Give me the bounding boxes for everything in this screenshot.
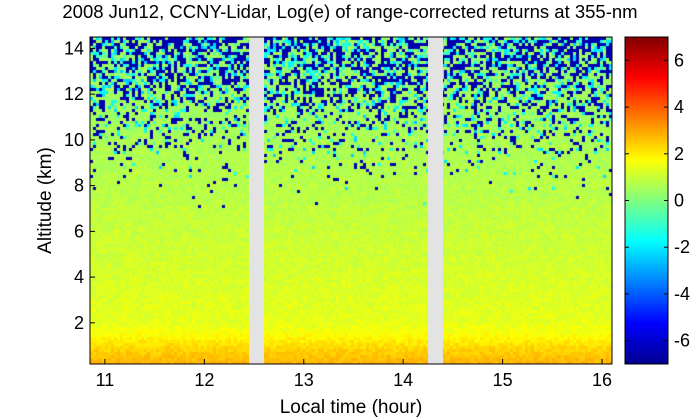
colorbar-tick-label: -2 xyxy=(674,237,690,257)
y-tick-label: 4 xyxy=(74,267,84,287)
y-axis: 2 4 6 8 10 12 14 xyxy=(64,38,95,333)
x-tick-label: 12 xyxy=(194,370,214,390)
x-tick-label: 11 xyxy=(96,370,115,390)
y-tick-label: 10 xyxy=(64,130,84,150)
colorbar-gradient xyxy=(624,36,669,365)
x-axis: 11 12 13 14 15 16 xyxy=(96,359,612,390)
heatmap-image xyxy=(90,37,612,364)
data-gap-1 xyxy=(249,37,264,364)
y-tick-label: 2 xyxy=(74,313,84,333)
y-tick-label: 14 xyxy=(64,38,84,58)
colorbar-tick-label: -4 xyxy=(674,284,690,304)
colorbar-tick-label: 2 xyxy=(674,144,684,164)
chart-title: 2008 Jun12, CCNY-Lidar, Log(e) of range-… xyxy=(62,1,638,22)
x-axis-label: Local time (hour) xyxy=(280,397,423,418)
data-gap-2 xyxy=(428,37,443,364)
y-tick-label: 6 xyxy=(74,221,84,241)
y-tick-label: 12 xyxy=(64,84,84,104)
x-tick-label: 16 xyxy=(592,370,612,390)
colorbar-tick-label: 4 xyxy=(674,97,684,117)
x-tick-label: 13 xyxy=(294,370,314,390)
colorbar-tick-label: 0 xyxy=(674,191,684,211)
data-gaps xyxy=(249,37,443,364)
plot-frame xyxy=(89,36,613,365)
x-tick-label: 15 xyxy=(493,370,513,390)
colorbar-tick-label: 6 xyxy=(674,50,684,70)
x-tick-label: 14 xyxy=(393,370,413,390)
y-tick-label: 8 xyxy=(74,176,84,196)
y-axis-label: Altitude (km) xyxy=(35,147,56,254)
colorbar-tick-label: -6 xyxy=(674,331,690,351)
heatmap-area xyxy=(90,37,612,364)
colorbar: -6 -4 -2 0 2 4 6 xyxy=(624,36,690,365)
